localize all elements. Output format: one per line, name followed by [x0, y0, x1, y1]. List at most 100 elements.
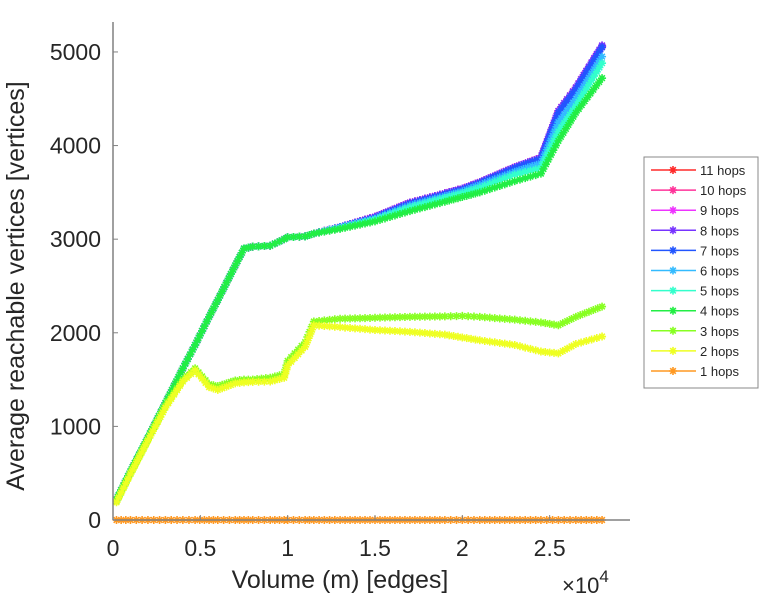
data-point-marker: [590, 72, 599, 81]
data-point-marker: [571, 340, 580, 349]
data-point-marker: [440, 312, 449, 321]
data-point-marker: [510, 315, 519, 324]
series-11-hops: [112, 42, 607, 504]
data-point-marker: [420, 329, 429, 338]
data-point-marker: [435, 199, 444, 208]
data-point-marker: [151, 422, 160, 431]
data-point-marker: [515, 169, 524, 178]
data-point-marker: [515, 316, 524, 325]
data-point-marker: [191, 366, 200, 375]
data-point-marker: [380, 326, 389, 335]
legend-label: 4 hops: [700, 304, 740, 319]
data-point-marker: [156, 413, 165, 422]
data-point-marker: [598, 59, 607, 68]
data-point-marker: [195, 331, 204, 340]
data-point-marker: [336, 323, 345, 332]
data-point-marker: [592, 51, 601, 60]
data-point-marker: [558, 319, 567, 328]
legend-label: 6 hops: [700, 264, 740, 279]
data-point-marker: [558, 347, 567, 356]
data-point-marker: [287, 353, 296, 362]
data-point-marker: [158, 408, 167, 417]
data-point-marker: [304, 334, 313, 343]
data-point-marker: [458, 333, 467, 342]
data-point-marker: [320, 227, 329, 236]
data-point-marker: [557, 123, 566, 132]
data-point-marker: [330, 225, 339, 234]
data-point-marker: [579, 89, 588, 98]
data-point-marker: [218, 384, 227, 393]
data-point-marker: [124, 474, 133, 483]
data-point-marker: [356, 220, 365, 229]
x-tick-label: 2.5: [534, 535, 566, 561]
data-point-marker: [400, 313, 409, 322]
data-point-marker: [130, 461, 139, 470]
data-point-marker: [193, 336, 202, 345]
data-point-marker: [550, 348, 559, 357]
data-point-marker: [541, 319, 550, 328]
data-point-marker: [458, 311, 467, 320]
data-point-marker: [325, 315, 334, 324]
data-point-marker: [452, 312, 461, 321]
data-point-marker: [464, 312, 473, 321]
data-point-marker: [194, 370, 203, 379]
series-line: [115, 45, 603, 500]
data-point-marker: [495, 314, 504, 323]
data-point-marker: [380, 214, 389, 223]
data-point-marker: [283, 361, 292, 370]
data-point-marker: [261, 374, 270, 383]
data-point-marker: [557, 114, 566, 123]
data-point-marker: [375, 215, 384, 224]
data-point-marker: [351, 324, 360, 333]
data-point-marker: [592, 67, 601, 76]
data-point-marker: [390, 211, 399, 220]
data-point-marker: [415, 312, 424, 321]
data-point-marker: [410, 205, 419, 214]
data-point-marker: [449, 195, 458, 204]
data-point-marker: [536, 347, 545, 356]
data-point-marker: [582, 85, 591, 94]
data-point-marker: [584, 80, 593, 89]
data-point-marker: [188, 345, 197, 354]
data-point-marker: [191, 340, 200, 349]
y-tick-label: 3000: [50, 226, 101, 252]
data-point-marker: [490, 183, 499, 192]
data-point-marker: [582, 68, 591, 77]
data-point-marker: [440, 197, 449, 206]
data-point-marker: [557, 104, 566, 113]
data-point-marker: [346, 222, 355, 231]
data-point-marker: [485, 337, 494, 346]
data-point-marker: [248, 377, 257, 386]
legend-marker-icon: [669, 286, 677, 295]
data-point-marker: [186, 350, 195, 359]
data-point-marker: [213, 385, 222, 394]
data-point-marker: [485, 185, 494, 194]
data-point-marker: [270, 376, 279, 385]
data-point-marker: [341, 323, 350, 332]
data-point-marker: [205, 383, 214, 392]
series-line: [115, 45, 603, 500]
data-point-marker: [289, 232, 298, 241]
data-point-marker: [290, 349, 299, 358]
y-ticks: 0 1000 2000 3000 4000 5000: [50, 39, 118, 533]
data-point-marker: [539, 159, 548, 168]
data-point-marker: [519, 160, 528, 169]
data-point-marker: [435, 330, 444, 339]
data-point-marker: [248, 242, 257, 251]
legend-label: 9 hops: [700, 203, 740, 218]
legend-box: [643, 156, 759, 389]
data-point-marker: [320, 316, 329, 325]
data-point-marker: [587, 60, 596, 69]
data-point-marker: [467, 186, 476, 195]
data-point-marker: [475, 188, 484, 197]
data-point-marker: [500, 314, 509, 323]
data-point-marker: [282, 365, 291, 374]
data-point-marker: [480, 313, 489, 322]
data-point-marker: [297, 341, 306, 350]
series-line: [115, 305, 603, 502]
data-point-marker: [510, 340, 519, 349]
data-point-marker: [270, 239, 279, 248]
data-point-marker: [119, 484, 128, 493]
data-point-marker: [560, 119, 569, 128]
data-point-marker: [480, 336, 489, 345]
